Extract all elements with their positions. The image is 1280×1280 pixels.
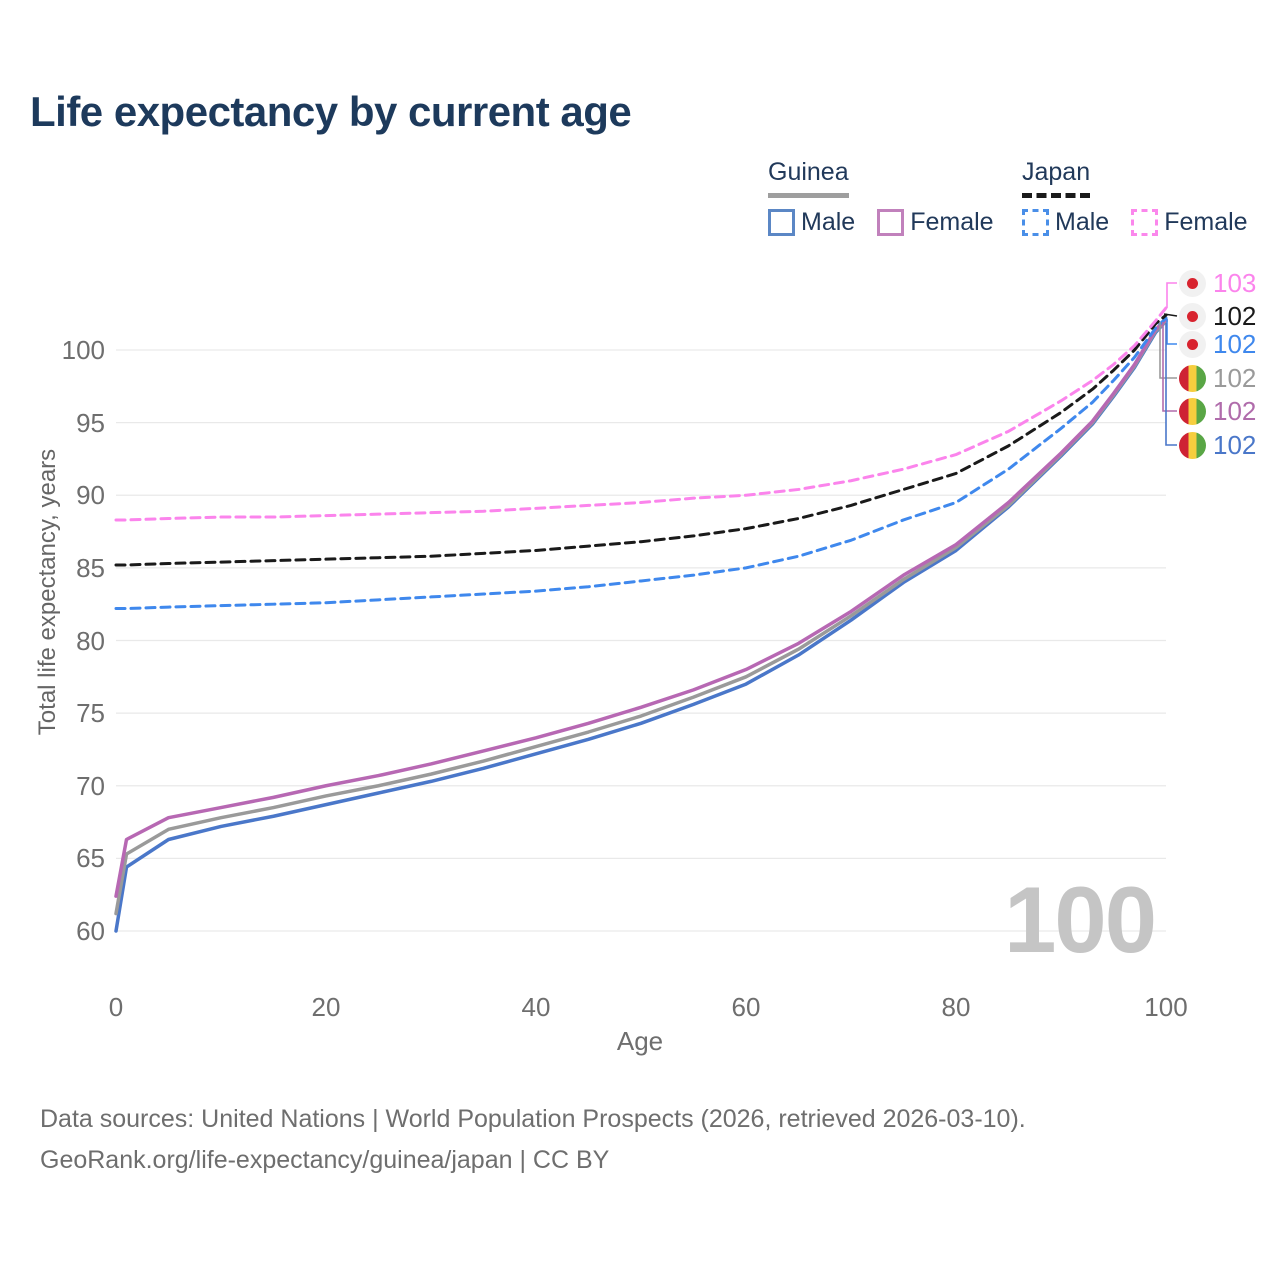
page-title: Life expectancy by current age (30, 88, 632, 135)
x-tick-label: 80 (941, 992, 971, 1022)
series-line-japan-male (114, 316, 1168, 611)
end-value-japan-female: 103 (1213, 268, 1257, 298)
footer-attribution: GeoRank.org/life-expectancy/guinea/japan… (40, 1146, 610, 1174)
guinea-male-swatch-icon (768, 209, 795, 236)
end-label-row: 102 (1179, 328, 1256, 360)
x-tick-label: 60 (731, 992, 761, 1022)
x-tick-label: 0 (108, 992, 124, 1022)
series-line-guinea-female (114, 317, 1168, 898)
end-value-japan-total: 102 (1213, 301, 1257, 331)
y-tick-label: 90 (76, 480, 105, 511)
guinea-flag-icon (1179, 397, 1206, 425)
x-tick-label: 100 (1144, 992, 1188, 1022)
legend-label-guinea-male: Male (801, 208, 856, 236)
y-tick-label: 85 (76, 552, 105, 583)
legend-country-japan: Japan (1022, 158, 1091, 198)
guinea-flag-icon (1179, 431, 1206, 459)
end-label-row: 102 (1179, 300, 1256, 332)
japan-male-swatch-icon (1022, 209, 1049, 236)
connector-japan-male (1166, 319, 1177, 345)
connector-japan-female (1166, 282, 1177, 308)
end-label-row: 102 (1179, 395, 1256, 427)
legend-group-guinea: Guinea Male Female (768, 158, 1016, 237)
x-tick-label: 20 (311, 992, 341, 1022)
connector-guinea-male (1165, 323, 1177, 446)
y-tick-label: 65 (76, 843, 105, 874)
end-label-row: 103 (1179, 267, 1256, 299)
connector-guinea-female (1162, 322, 1177, 412)
y-tick-label: 60 (76, 916, 105, 946)
guinea-flag-icon (1179, 364, 1206, 392)
guinea-female-swatch-icon (877, 209, 905, 236)
end-label-row: 102 (1179, 429, 1256, 461)
japan-flag-icon (1179, 269, 1206, 297)
legend-country-guinea: Guinea (768, 158, 849, 198)
x-tick-label: 40 (521, 992, 551, 1022)
end-label-row: 102 (1179, 362, 1256, 394)
y-tick-label: 75 (76, 698, 105, 729)
japan-flag-dot (1187, 338, 1198, 350)
series-line-guinea-both-sexes (114, 319, 1168, 916)
end-value-guinea-female: 102 (1213, 396, 1257, 426)
end-value-japan-male: 102 (1213, 329, 1257, 359)
connector-japan-total (1163, 313, 1178, 317)
japan-flag-icon (1179, 330, 1206, 358)
current-age-watermark: 100 (1004, 867, 1157, 972)
series-line-japan-both-sexes (114, 313, 1168, 567)
x-axis-title: Age (616, 1026, 664, 1056)
y-axis-title: Total life expectancy, years (34, 448, 61, 736)
y-tick-label: 100 (61, 335, 105, 365)
footer-data-sources: Data sources: United Nations | World Pop… (40, 1105, 1026, 1133)
series-line-guinea-male (114, 319, 1168, 933)
legend-label-japan-female: Female (1164, 208, 1248, 236)
legend-label-guinea-female: Female (910, 208, 994, 236)
legend-row-japan: Male Female (1022, 208, 1270, 237)
japan-flag-icon (1179, 302, 1206, 330)
legend-group-japan: Japan Male Female (1022, 158, 1270, 237)
japan-female-swatch-icon (1131, 209, 1159, 236)
end-value-guinea-total: 102 (1213, 363, 1257, 393)
japan-flag-dot (1187, 277, 1198, 289)
end-value-guinea-male: 102 (1213, 430, 1257, 460)
y-tick-label: 70 (76, 770, 105, 801)
series-line-japan-female (114, 306, 1168, 522)
connector-guinea-total (1159, 322, 1177, 379)
legend-row-guinea: Male Female (768, 208, 1016, 237)
y-tick-label: 95 (76, 407, 105, 438)
legend-label-japan-male: Male (1055, 208, 1110, 236)
y-tick-label: 80 (76, 625, 105, 656)
japan-flag-dot (1187, 310, 1198, 322)
